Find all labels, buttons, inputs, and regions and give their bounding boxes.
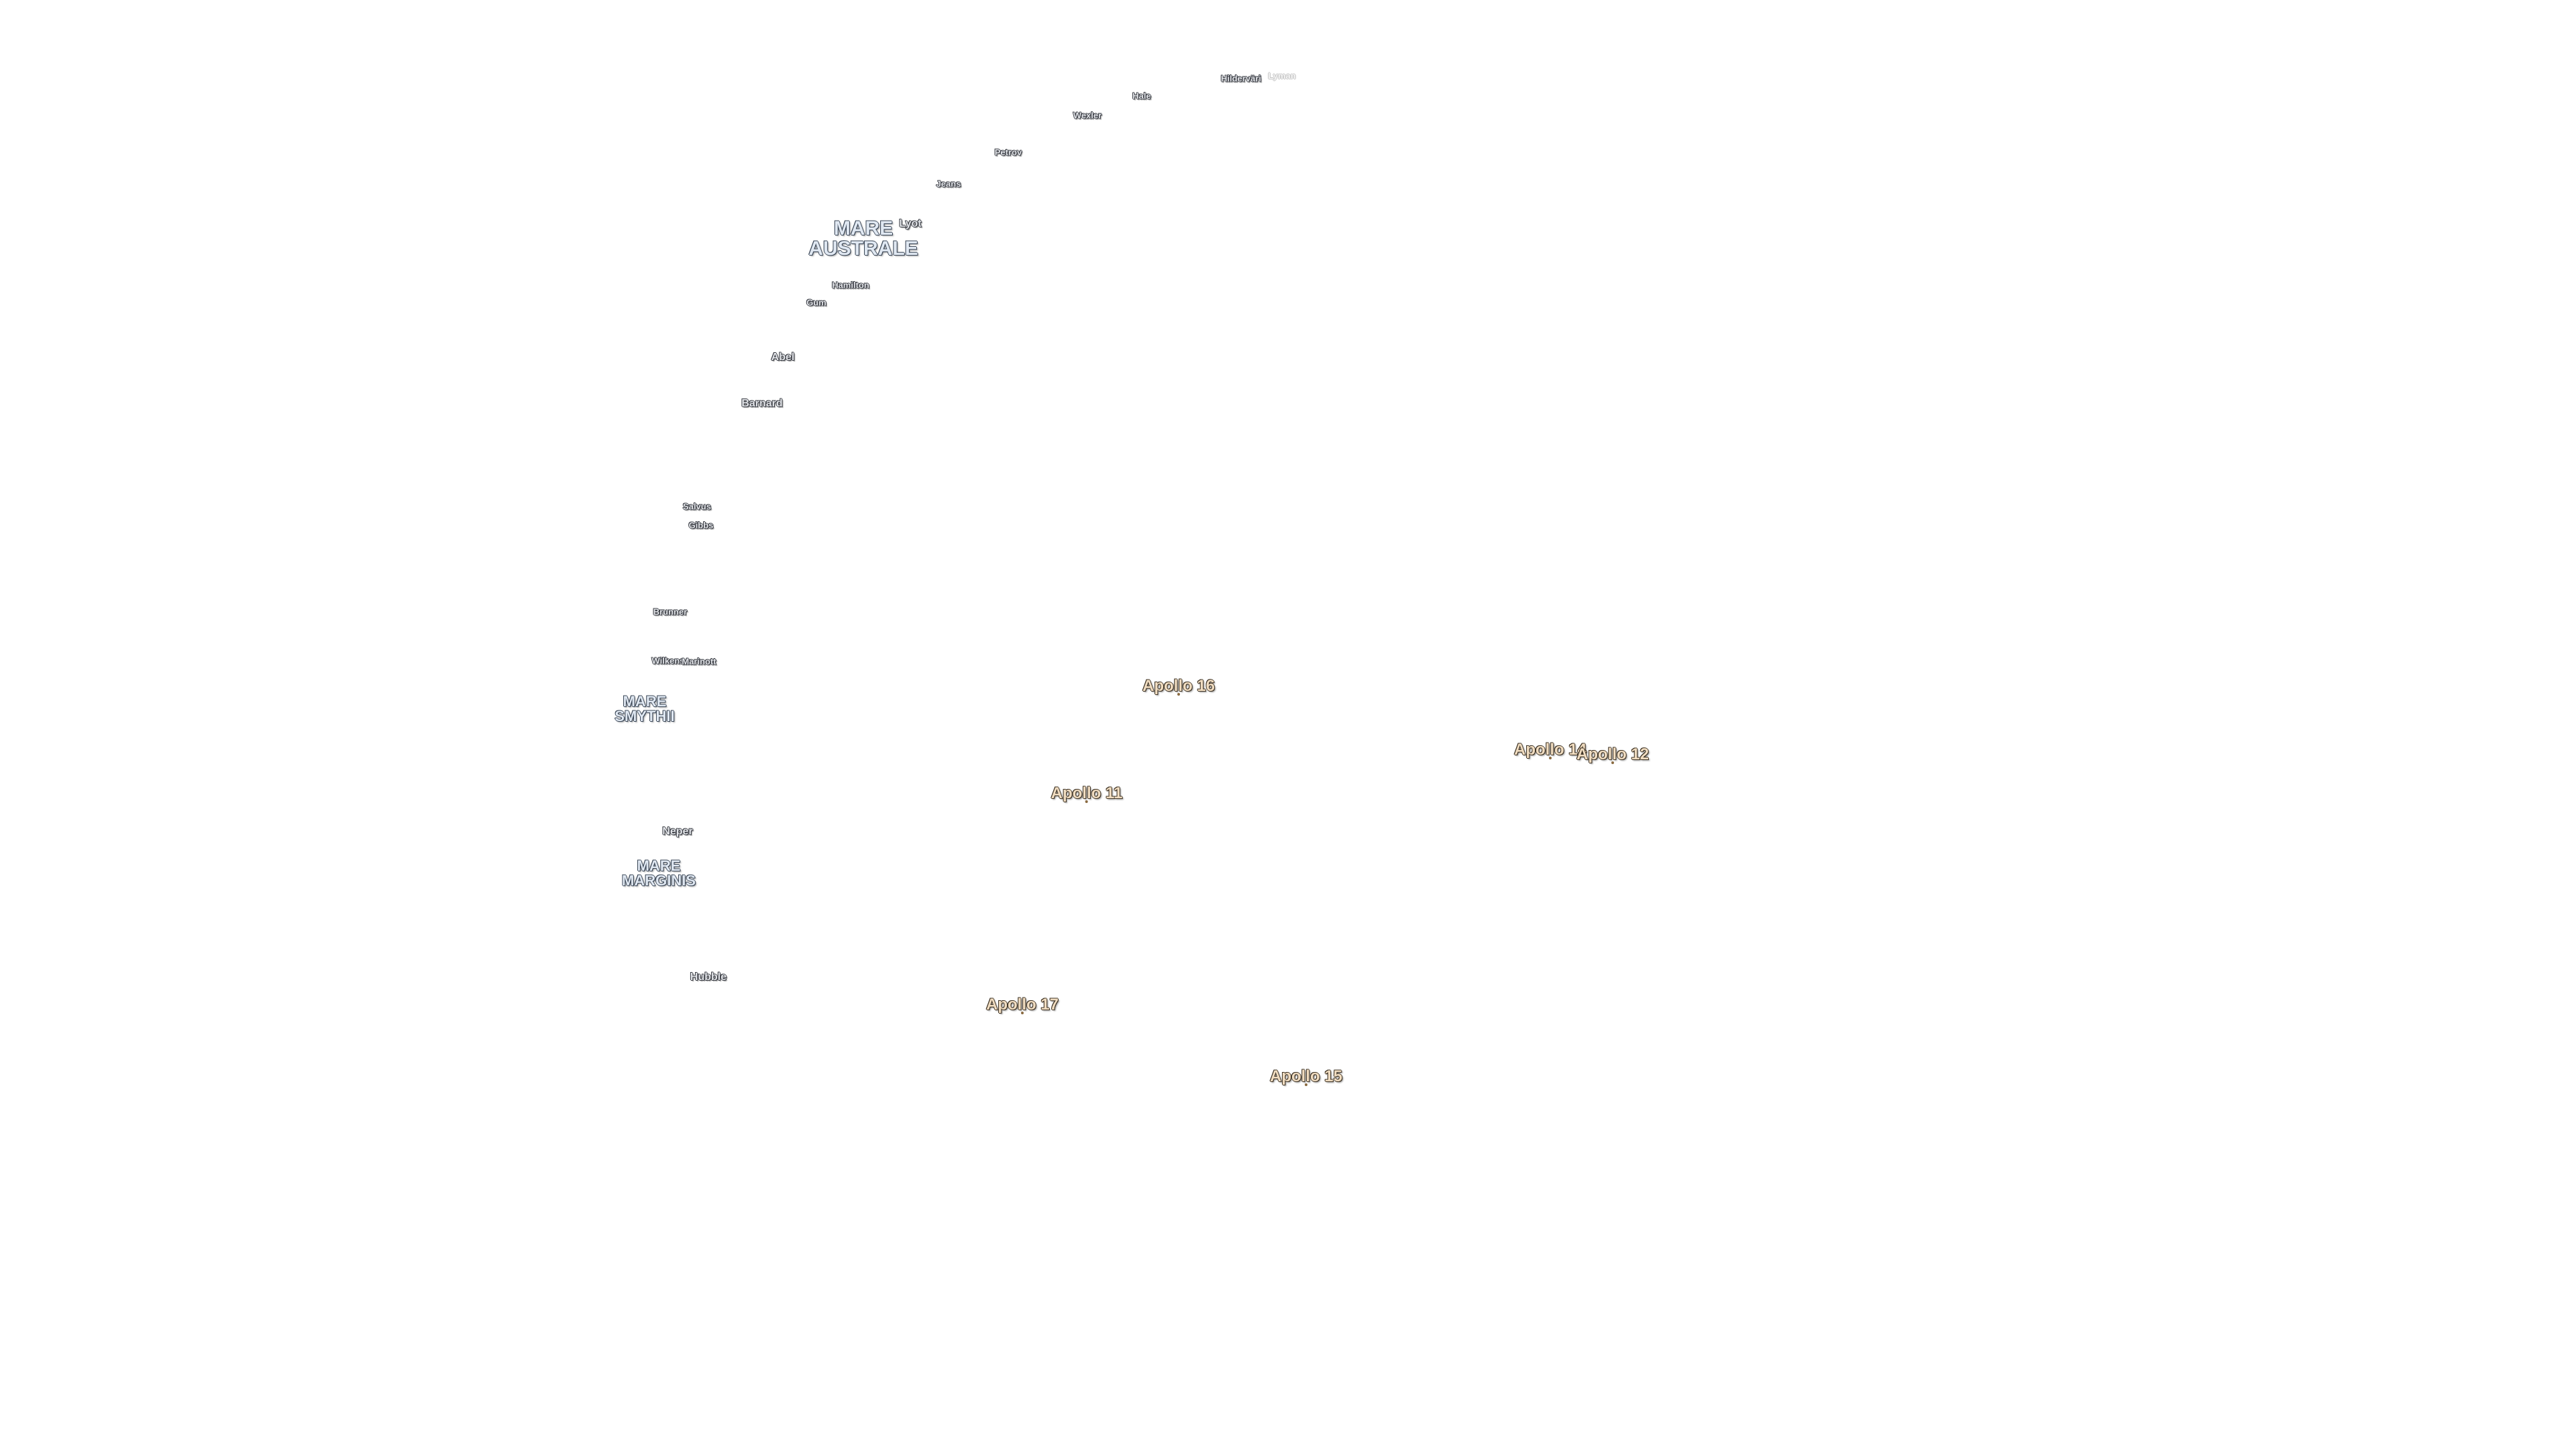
landing-site-pin-icon	[1177, 693, 1180, 696]
mare-label-smythii-line1: MARE	[623, 693, 667, 710]
crater-label-barnard: Barnard	[741, 398, 783, 409]
mare-label-marginis-line2: MARGINIS	[622, 872, 696, 889]
apollo-16-label: Apollo 16	[1142, 677, 1216, 695]
crater-label-hilderval: Hilderväri	[1221, 73, 1261, 84]
mare-label-australe-line2: AUSTRALE	[808, 237, 918, 260]
mare-label-marginis: MARE MARGINIS	[622, 859, 696, 888]
crater-label-hubble: Hubble	[690, 971, 727, 983]
crater-label-hamilton: Hamilton	[832, 280, 869, 290]
crater-label-wexler: Wexler	[1073, 110, 1102, 121]
landing-site-pin-icon	[1085, 800, 1088, 803]
apollo-12-marker[interactable]: Apollo 12	[1576, 745, 1650, 764]
crater-label-gibbs: Gibbs	[688, 520, 714, 531]
crater-label-abel: Abel	[771, 352, 795, 363]
crater-label-lyman: Lyman	[1268, 70, 1296, 81]
crater-label-salvus: Salvus	[683, 501, 711, 512]
crater-label-neper: Neper	[662, 826, 693, 837]
crater-label-lyot: Lyot	[899, 218, 922, 229]
apollo-14-marker[interactable]: Apollo 14	[1513, 741, 1587, 759]
crater-label-hale: Hale	[1132, 91, 1151, 101]
apollo-16-marker[interactable]: Apollo 16	[1142, 677, 1216, 696]
landing-site-pin-icon	[1304, 1083, 1307, 1086]
apollo-15-marker[interactable]: Apollo 15	[1269, 1067, 1343, 1086]
mare-label-smythii-line2: SMYTHII	[614, 708, 675, 724]
landing-site-pin-icon	[1611, 761, 1614, 764]
apollo-14-label: Apollo 14	[1513, 741, 1587, 759]
crater-label-petrov: Petrov	[994, 147, 1022, 158]
apollo-17-label: Apollo 17	[985, 996, 1059, 1014]
apollo-11-marker[interactable]: Apollo 11	[1051, 784, 1123, 803]
mare-label-australe: MARE AUSTRALE	[808, 219, 918, 259]
mare-label-smythii: MARE SMYTHII	[614, 694, 674, 724]
landing-site-pin-icon	[1548, 757, 1552, 759]
mare-label-marginis-line1: MARE	[637, 857, 681, 874]
mare-label-australe-line1: MARE	[833, 217, 894, 239]
crater-label-gum: Gum	[806, 297, 826, 308]
apollo-12-label: Apollo 12	[1576, 745, 1650, 763]
crater-label-jeans: Jeans	[936, 178, 961, 189]
apollo-17-marker[interactable]: Apollo 17	[985, 996, 1059, 1014]
crater-label-marinott: Marinott	[682, 656, 716, 667]
apollo-15-label: Apollo 15	[1269, 1067, 1343, 1085]
landing-site-pin-icon	[1020, 1012, 1024, 1014]
crater-label-brunner: Brunner	[653, 606, 688, 617]
apollo-11-label: Apollo 11	[1051, 784, 1123, 802]
crater-label-wilkens: Wilkens	[651, 655, 685, 666]
